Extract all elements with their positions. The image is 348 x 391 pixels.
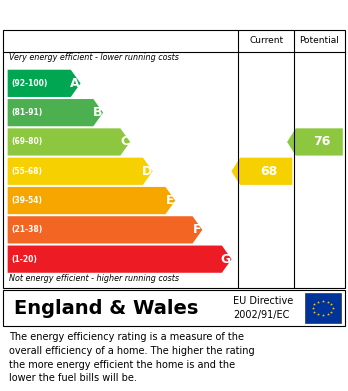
Text: Very energy efficient - lower running costs: Very energy efficient - lower running co… xyxy=(9,53,179,62)
Text: C: C xyxy=(120,135,129,149)
Text: (81-91): (81-91) xyxy=(12,108,43,117)
Polygon shape xyxy=(8,99,103,126)
Text: (69-80): (69-80) xyxy=(12,138,43,147)
Text: The energy efficiency rating is a measure of the
overall efficiency of a home. T: The energy efficiency rating is a measur… xyxy=(9,332,254,383)
Polygon shape xyxy=(8,187,175,214)
Text: (55-68): (55-68) xyxy=(12,167,43,176)
Polygon shape xyxy=(287,128,343,156)
Text: 68: 68 xyxy=(260,165,278,178)
Text: B: B xyxy=(93,106,102,119)
Text: A: A xyxy=(70,77,79,90)
Text: Current: Current xyxy=(249,36,283,45)
Text: (1-20): (1-20) xyxy=(12,255,38,264)
Text: England & Wales: England & Wales xyxy=(14,298,198,317)
Polygon shape xyxy=(8,128,130,156)
Polygon shape xyxy=(8,216,202,244)
Polygon shape xyxy=(231,158,292,185)
Text: Not energy efficient - higher running costs: Not energy efficient - higher running co… xyxy=(9,274,179,283)
Text: Energy Efficiency Rating: Energy Efficiency Rating xyxy=(9,7,211,23)
Text: 76: 76 xyxy=(314,135,331,149)
Polygon shape xyxy=(8,70,80,97)
Text: (21-38): (21-38) xyxy=(12,225,43,234)
Text: E: E xyxy=(166,194,174,207)
Text: EU Directive: EU Directive xyxy=(233,296,293,306)
Text: Potential: Potential xyxy=(299,36,339,45)
Text: (39-54): (39-54) xyxy=(12,196,43,205)
Text: 2002/91/EC: 2002/91/EC xyxy=(233,310,290,320)
Polygon shape xyxy=(8,158,153,185)
Text: F: F xyxy=(193,223,201,236)
Bar xyxy=(304,293,341,323)
Text: D: D xyxy=(141,165,152,178)
Text: (92-100): (92-100) xyxy=(12,79,48,88)
Polygon shape xyxy=(8,246,232,273)
Text: G: G xyxy=(220,253,231,265)
